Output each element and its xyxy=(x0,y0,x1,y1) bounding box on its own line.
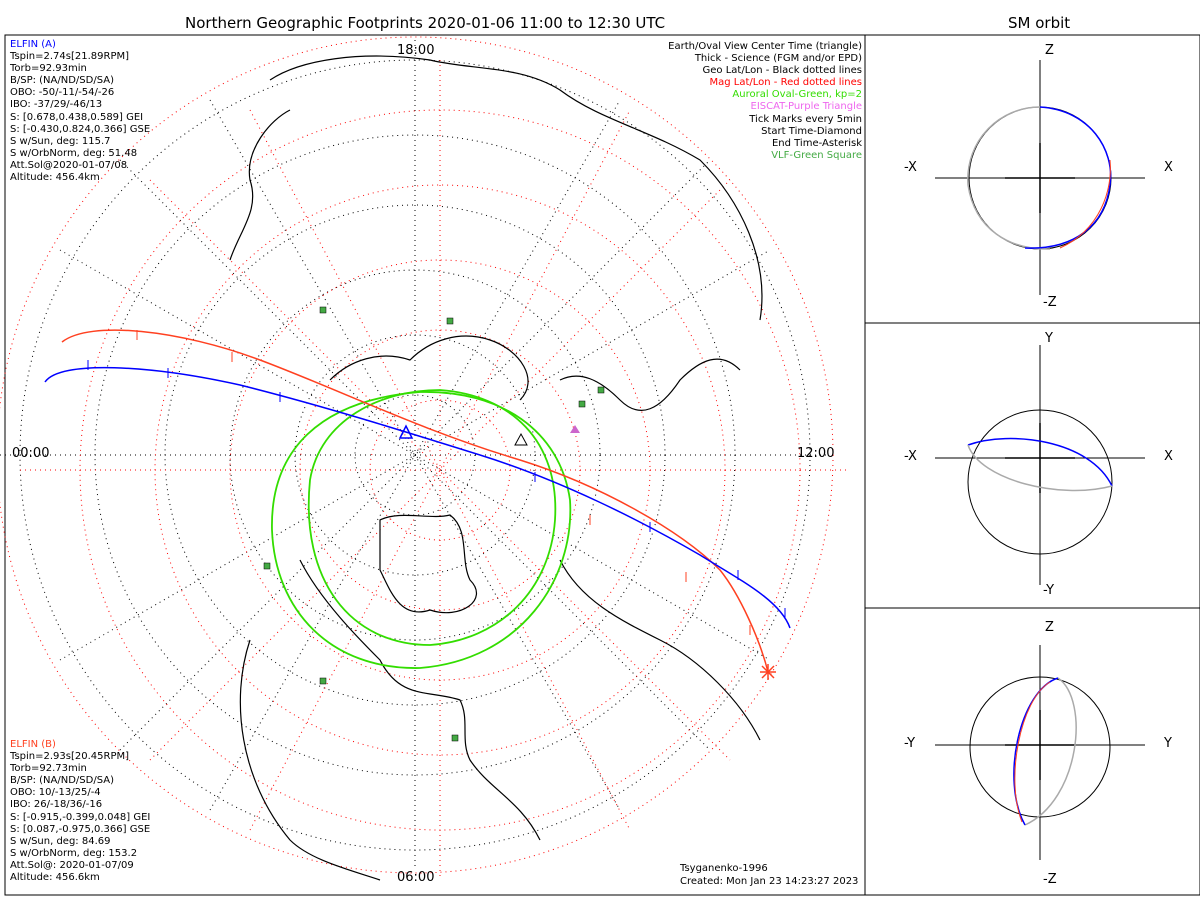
orbit-title: SM orbit xyxy=(1008,14,1071,32)
info-line: Tspin=2.74s[21.89RPM] xyxy=(10,51,130,63)
info-line: OBO: 10/-13/25/-4 xyxy=(10,787,101,799)
tick-marks xyxy=(136,330,751,635)
clock-label-top: 18:00 xyxy=(397,43,435,58)
info-line: S w/Sun, deg: 115.7 xyxy=(10,135,111,147)
axis-label: X xyxy=(1164,449,1173,464)
legend-item: VLF-Green Square xyxy=(771,149,862,161)
legend-item: Thick - Science (FGM and/or EPD) xyxy=(694,53,862,65)
coastlines xyxy=(229,55,763,881)
info-line: Att.Sol@: 2020-01-07/09 xyxy=(10,859,134,871)
axis-label: -X xyxy=(904,160,917,175)
info-line: Torb=92.93min xyxy=(10,63,87,75)
legend-item: Start Time-Diamond xyxy=(761,125,862,137)
axis-label: Z xyxy=(1045,43,1054,58)
legend-item: Geo Lat/Lon - Black dotted lines xyxy=(702,65,862,77)
info-line: S w/OrbNorm, deg: 51.48 xyxy=(10,147,138,159)
info-line: Altitude: 456.6km xyxy=(10,872,100,884)
center-time-triangle-icon xyxy=(398,424,414,439)
info-line: Tspin=2.93s[20.45RPM] xyxy=(10,751,130,763)
legend-item: Tick Marks every 5min xyxy=(749,113,862,125)
elfin-a-name: ELFIN (A) xyxy=(10,39,56,50)
axis-label: -Y xyxy=(904,736,916,751)
tick-marks xyxy=(87,360,786,618)
info-line: B/SP: (NA/ND/SD/SA) xyxy=(10,775,114,787)
vlf-stations xyxy=(263,306,605,742)
elfin-a-info: ELFIN (A) Tspin=2.74s[21.89RPM] Torb=92.… xyxy=(10,39,150,184)
info-line: S: [0.087,-0.975,0.366] GSE xyxy=(10,823,151,835)
elfin-b-info: ELFIN (B) Tspin=2.93s[20.45RPM] Torb=92.… xyxy=(10,739,150,884)
info-line: IBO: 26/-18/36/-16 xyxy=(10,799,103,811)
clock-label-left: 00:00 xyxy=(12,446,50,461)
legend-item: Auroral Oval-Green, kp=2 xyxy=(732,89,862,101)
axis-label: -Z xyxy=(1043,295,1057,310)
info-line: OBO: -50/-11/-54/-26 xyxy=(10,87,115,99)
info-line: Att.Sol@2020-01-07/08 xyxy=(10,159,128,171)
orbit-panel-xz xyxy=(935,60,1145,295)
legend-item: EISCAT-Purple Triangle xyxy=(750,101,863,113)
axis-label: -X xyxy=(904,449,917,464)
axis-label: Y xyxy=(1045,331,1053,346)
legend-item: End Time-Asterisk xyxy=(771,137,862,149)
clock-label-right: 12:00 xyxy=(797,446,835,461)
info-line: S: [-0.915,-0.399,0.048] GEI xyxy=(10,811,151,823)
axis-label: -Y xyxy=(1043,583,1055,598)
main-title: Northern Geographic Footprints 2020-01-0… xyxy=(185,14,666,32)
orbit-panel-yz xyxy=(935,645,1145,860)
legend-item: Earth/Oval View Center Time (triangle) xyxy=(668,41,862,52)
mag-grid xyxy=(0,36,850,880)
auroral-ovals xyxy=(271,389,572,669)
elfin-a-track xyxy=(44,366,791,629)
model-label: Tsyganenko-1996 xyxy=(680,863,768,874)
created-label: Created: Mon Jan 23 14:23:27 2023 xyxy=(680,876,859,887)
clock-label-bottom: 06:00 xyxy=(397,870,435,885)
info-line: S w/OrbNorm, deg: 153.2 xyxy=(10,847,138,859)
orbit-panel-xy xyxy=(935,345,1145,585)
legend: Earth/Oval View Center Time (triangle) T… xyxy=(668,41,862,162)
center-time-triangle-icon xyxy=(514,432,528,446)
legend-item: Mag Lat/Lon - Red dotted lines xyxy=(709,77,862,89)
info-line: S: [-0.430,0.824,0.366] GSE xyxy=(10,123,151,135)
eiscat-triangle-icon xyxy=(570,425,580,433)
info-line: S w/Sun, deg: 84.69 xyxy=(10,835,111,847)
elfin-b-track xyxy=(61,329,769,673)
info-line: Altitude: 456.4km xyxy=(10,172,100,184)
info-line: IBO: -37/29/-46/13 xyxy=(10,99,103,111)
info-line: S: [0.678,0.438,0.589] GEI xyxy=(10,111,144,123)
info-line: Torb=92.73min xyxy=(10,763,87,775)
elfin-b-name: ELFIN (B) xyxy=(10,739,56,750)
geo-grid xyxy=(0,40,830,870)
orbit-frame xyxy=(864,34,1200,896)
axis-label: Z xyxy=(1045,620,1054,635)
axis-label: Y xyxy=(1164,736,1172,751)
info-line: B/SP: (NA/ND/SD/SA) xyxy=(10,75,114,87)
end-asterisk-icon xyxy=(760,664,776,680)
axis-label: X xyxy=(1164,160,1173,175)
axis-label: -Z xyxy=(1043,872,1057,887)
